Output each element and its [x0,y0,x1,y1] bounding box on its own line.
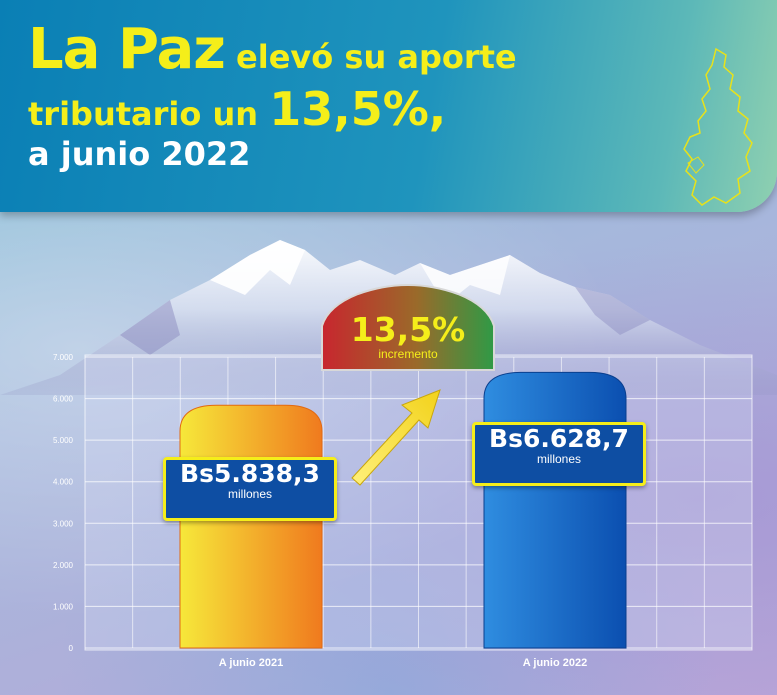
increment-badge [321,284,495,371]
value-badge-2021: Bs5.838,3 millones [163,457,337,521]
value-label-2021: Bs5.838,3 [180,459,320,488]
y-tick-label: 7.000 [53,353,74,362]
headline-percent: 13,5%, [269,82,447,136]
x-axis: A junio 2021 A junio 2022 [219,657,587,669]
y-axis: 0 1.000 2.000 3.000 4.000 5.000 6.000 7.000 [53,353,74,653]
headline-text-2: tributario un [28,95,259,133]
headline-place: La Paz [28,17,226,82]
value-label-2022: Bs6.628,7 [489,424,629,453]
x-category-label: A junio 2021 [219,657,283,669]
unit-label-2021: millones [227,487,272,501]
value-badge-2022: Bs6.628,7 millones [472,422,646,486]
y-tick-label: 5.000 [53,436,74,445]
increment-label: 13,5% incremento [318,312,498,361]
x-category-label: A junio 2022 [523,657,587,669]
headline-date: a junio 2022 [28,135,251,173]
increment-value: 13,5% [350,310,466,349]
bar-0 [179,404,323,649]
increase-arrow-icon [351,389,441,486]
y-tick-label: 3.000 [53,519,74,528]
headline: La Paz elevó su aporte tributario un 13,… [28,22,718,173]
y-tick-label: 4.000 [53,478,74,487]
increment-caption: incremento [378,347,438,361]
la-paz-map-icon [683,47,753,206]
y-tick-label: 6.000 [53,395,74,404]
headline-text-1: elevó su aporte [236,38,517,76]
y-tick-label: 1.000 [53,602,74,611]
unit-label-2022: millones [536,452,581,466]
y-tick-label: 0 [69,644,74,653]
bar-1 [483,371,627,649]
header-banner: La Paz elevó su aporte tributario un 13,… [0,0,777,212]
y-tick-label: 2.000 [53,561,74,570]
